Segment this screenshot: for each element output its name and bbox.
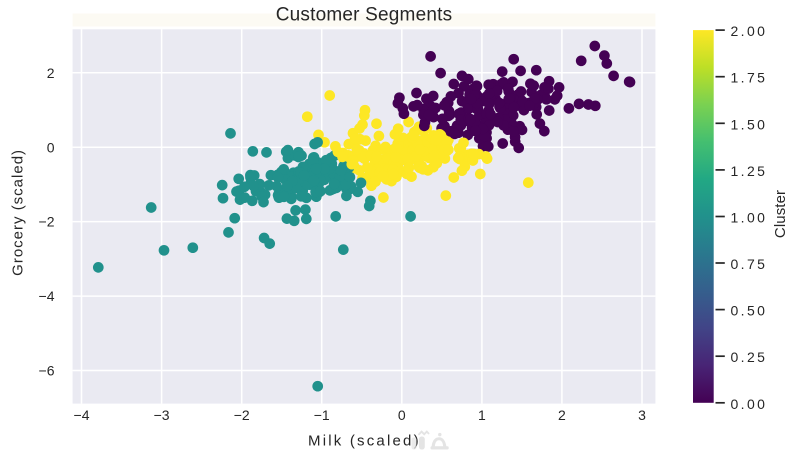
svg-text:2: 2 bbox=[47, 65, 55, 81]
svg-text:−2: −2 bbox=[39, 214, 55, 230]
svg-text:0: 0 bbox=[47, 139, 55, 155]
svg-text:−4: −4 bbox=[74, 407, 90, 423]
svg-text:0.50: 0.50 bbox=[731, 303, 768, 319]
svg-text:1.25: 1.25 bbox=[731, 163, 768, 179]
svg-text:Milk (scaled): Milk (scaled) bbox=[308, 433, 421, 450]
svg-text:1.00: 1.00 bbox=[731, 210, 768, 226]
svg-text:2: 2 bbox=[558, 407, 566, 423]
svg-text:0: 0 bbox=[398, 407, 406, 423]
svg-text:−6: −6 bbox=[39, 363, 55, 379]
svg-text:−1: −1 bbox=[314, 407, 330, 423]
svg-text:1: 1 bbox=[478, 407, 486, 423]
svg-text:2.00: 2.00 bbox=[731, 23, 768, 39]
svg-text:−3: −3 bbox=[154, 407, 170, 423]
svg-text:0.00: 0.00 bbox=[731, 396, 768, 412]
svg-text:Cluster: Cluster bbox=[772, 190, 789, 238]
svg-text:3: 3 bbox=[638, 407, 646, 423]
svg-text:1.75: 1.75 bbox=[731, 70, 768, 86]
svg-text:1.50: 1.50 bbox=[731, 116, 768, 132]
svg-text:Customer Segments: Customer Segments bbox=[276, 5, 453, 26]
svg-text:−2: −2 bbox=[234, 407, 250, 423]
svg-text:0.25: 0.25 bbox=[731, 349, 768, 365]
svg-text:0.75: 0.75 bbox=[731, 256, 768, 272]
svg-text:−4: −4 bbox=[39, 288, 55, 304]
svg-text:Grocery (scaled): Grocery (scaled) bbox=[10, 149, 27, 276]
